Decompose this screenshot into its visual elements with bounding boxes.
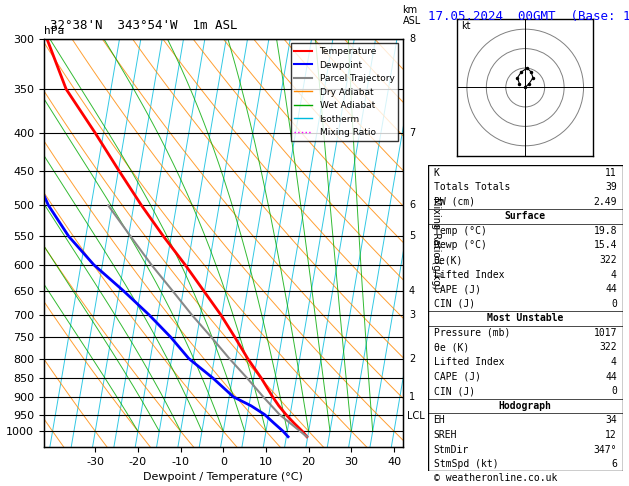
Text: 3: 3 (409, 310, 415, 320)
Text: km
ASL: km ASL (403, 5, 421, 26)
Text: Hodograph: Hodograph (499, 401, 552, 411)
Text: θe(K): θe(K) (433, 255, 463, 265)
Text: 19.8: 19.8 (593, 226, 617, 236)
Text: 2: 2 (409, 353, 415, 364)
Text: Temp (°C): Temp (°C) (433, 226, 486, 236)
Text: 6: 6 (409, 200, 415, 210)
Text: 4: 4 (409, 286, 415, 296)
Text: 17.05.2024  00GMT  (Base: 12): 17.05.2024 00GMT (Base: 12) (428, 10, 629, 23)
Text: StmDir: StmDir (433, 445, 469, 454)
Text: 4: 4 (611, 357, 617, 367)
Text: 5: 5 (409, 231, 415, 242)
Text: 44: 44 (605, 372, 617, 382)
Text: 44: 44 (605, 284, 617, 294)
Text: EH: EH (433, 416, 445, 425)
Text: Surface: Surface (504, 211, 546, 221)
Text: K: K (433, 168, 440, 177)
Text: 34: 34 (605, 416, 617, 425)
Text: 322: 322 (599, 255, 617, 265)
Text: 322: 322 (599, 343, 617, 352)
Text: 0: 0 (611, 386, 617, 396)
Legend: Temperature, Dewpoint, Parcel Trajectory, Dry Adiabat, Wet Adiabat, Isotherm, Mi: Temperature, Dewpoint, Parcel Trajectory… (291, 43, 398, 141)
Text: CAPE (J): CAPE (J) (433, 372, 481, 382)
Text: θe (K): θe (K) (433, 343, 469, 352)
Text: CIN (J): CIN (J) (433, 386, 475, 396)
Text: LCL: LCL (407, 411, 425, 421)
Text: 39: 39 (605, 182, 617, 192)
Y-axis label: hPa: hPa (0, 232, 1, 254)
Text: StmSpd (kt): StmSpd (kt) (433, 459, 498, 469)
Text: 347°: 347° (593, 445, 617, 454)
Text: 1017: 1017 (593, 328, 617, 338)
Text: 6: 6 (611, 459, 617, 469)
Text: kt: kt (461, 21, 470, 31)
Text: © weatheronline.co.uk: © weatheronline.co.uk (434, 473, 557, 483)
Text: Lifted Index: Lifted Index (433, 357, 504, 367)
Text: 32°38'N  343°54'W  1m ASL: 32°38'N 343°54'W 1m ASL (50, 19, 238, 33)
Text: Most Unstable: Most Unstable (487, 313, 564, 323)
Text: 15.4: 15.4 (593, 241, 617, 250)
Text: Totals Totals: Totals Totals (433, 182, 510, 192)
Text: SREH: SREH (433, 430, 457, 440)
Text: 1: 1 (409, 392, 415, 402)
Text: 4: 4 (611, 270, 617, 279)
Text: 8: 8 (409, 34, 415, 44)
Text: Lifted Index: Lifted Index (433, 270, 504, 279)
X-axis label: Dewpoint / Temperature (°C): Dewpoint / Temperature (°C) (143, 472, 303, 483)
Text: 0: 0 (611, 299, 617, 309)
Text: 2.49: 2.49 (593, 197, 617, 207)
Text: 11: 11 (605, 168, 617, 177)
Text: CIN (J): CIN (J) (433, 299, 475, 309)
Text: PW (cm): PW (cm) (433, 197, 475, 207)
Text: CAPE (J): CAPE (J) (433, 284, 481, 294)
Text: Pressure (mb): Pressure (mb) (433, 328, 510, 338)
Text: Mixing Ratio (g/kg): Mixing Ratio (g/kg) (431, 197, 441, 289)
Text: Dewp (°C): Dewp (°C) (433, 241, 486, 250)
Text: hPa: hPa (44, 26, 64, 36)
Text: 7: 7 (409, 128, 415, 138)
Text: 12: 12 (605, 430, 617, 440)
